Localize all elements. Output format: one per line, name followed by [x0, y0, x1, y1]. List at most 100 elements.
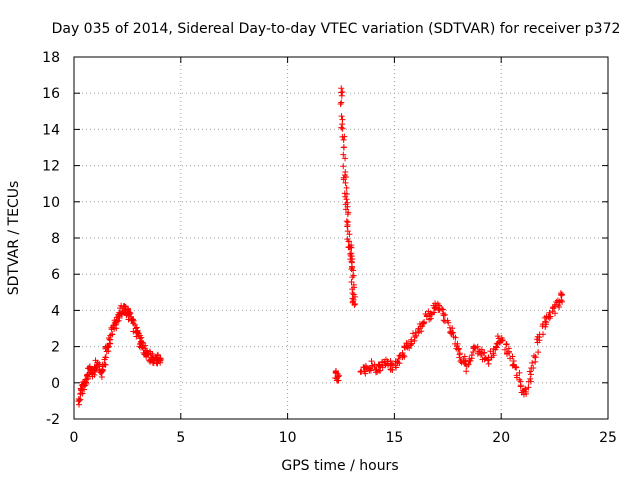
data-point — [352, 301, 359, 308]
grid — [74, 57, 608, 419]
y-tick-label: -2 — [46, 412, 60, 428]
data-point — [478, 346, 485, 353]
data-point — [340, 151, 347, 158]
data-point — [463, 368, 470, 375]
x-axis-label: GPS time / hours — [281, 458, 398, 474]
data-point — [430, 309, 437, 316]
data-point — [516, 369, 523, 376]
data-point — [406, 345, 413, 352]
data-point — [395, 355, 402, 362]
data-point — [439, 306, 446, 313]
data-point — [389, 367, 396, 374]
data-point — [474, 343, 481, 350]
data-point — [525, 384, 532, 391]
data-point — [408, 340, 415, 347]
data-point — [105, 343, 112, 350]
data-point — [465, 361, 472, 368]
data-point — [133, 333, 140, 340]
data-point — [125, 306, 132, 313]
data-point — [492, 343, 499, 350]
data-point — [81, 386, 88, 393]
data-point — [344, 228, 351, 235]
data-point — [455, 346, 462, 353]
data-point — [344, 211, 351, 218]
axis-ticks — [73, 56, 609, 420]
data-point — [141, 345, 148, 352]
data-points — [75, 85, 566, 408]
data-point — [337, 101, 344, 108]
data-point — [403, 340, 410, 347]
data-point — [418, 328, 425, 335]
data-point — [389, 361, 396, 368]
y-tick-labels: -2 0 2 4 6 8 10 12 14 16 18 — [42, 50, 60, 428]
data-point — [527, 371, 534, 378]
data-point — [345, 238, 352, 245]
data-point — [142, 342, 149, 349]
data-point — [109, 331, 116, 338]
data-point — [481, 349, 488, 356]
data-point — [343, 190, 350, 197]
data-point — [135, 330, 142, 337]
y-tick-label: 16 — [42, 86, 60, 102]
chart-title: Day 035 of 2014, Sidereal Day-to-day VTE… — [52, 21, 621, 37]
data-point — [542, 318, 549, 325]
data-point — [400, 352, 407, 359]
data-point — [76, 397, 83, 404]
y-axis-label: SDTVAR / TECUs — [6, 181, 22, 296]
y-tick-label: 8 — [51, 231, 60, 247]
data-point — [343, 218, 350, 225]
data-point — [343, 196, 350, 203]
data-point — [546, 309, 553, 316]
data-point — [396, 352, 403, 359]
data-point — [485, 360, 492, 367]
data-point — [413, 332, 420, 339]
data-point — [340, 136, 347, 143]
data-point — [499, 336, 506, 343]
y-tick-label: 18 — [42, 50, 60, 66]
data-point — [527, 375, 534, 382]
data-point — [83, 380, 90, 387]
data-point — [343, 184, 350, 191]
data-point — [344, 223, 351, 230]
data-point — [522, 385, 529, 392]
data-point — [84, 375, 91, 382]
data-point — [411, 337, 418, 344]
data-point — [408, 336, 415, 343]
x-tick-label: 0 — [70, 430, 79, 446]
data-point — [512, 364, 519, 371]
data-point — [77, 396, 84, 403]
data-point — [149, 350, 156, 357]
x-tick-label: 5 — [176, 430, 185, 446]
data-point — [396, 360, 403, 367]
data-point — [559, 298, 566, 305]
data-point — [344, 236, 351, 243]
series-segment-3 — [357, 290, 566, 398]
series-segment-1 — [75, 302, 164, 408]
data-point — [509, 353, 516, 360]
data-point — [126, 309, 133, 316]
data-point — [104, 344, 111, 351]
data-point — [499, 337, 506, 344]
data-point — [441, 311, 448, 318]
data-point — [82, 382, 89, 389]
x-tick-label: 25 — [599, 430, 617, 446]
data-point — [436, 302, 443, 309]
data-point — [335, 377, 342, 384]
data-point — [342, 179, 349, 186]
data-point — [528, 364, 535, 371]
data-point — [490, 352, 497, 359]
data-point — [441, 318, 448, 325]
data-point — [338, 85, 345, 92]
data-point — [338, 124, 345, 131]
data-point — [527, 378, 534, 385]
data-point — [503, 340, 510, 347]
data-point — [419, 320, 426, 327]
data-point — [339, 89, 346, 96]
data-point — [338, 92, 345, 99]
data-point — [348, 259, 355, 266]
data-point — [458, 359, 465, 366]
data-point — [349, 274, 356, 281]
data-point — [468, 355, 475, 362]
data-point — [444, 317, 451, 324]
